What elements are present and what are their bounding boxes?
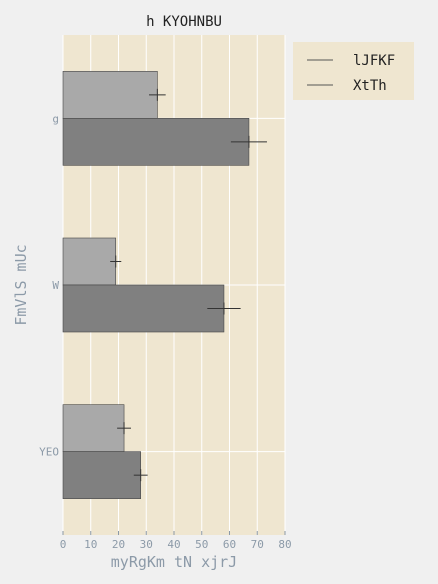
error-bars bbox=[110, 88, 267, 482]
y-tick-label: W bbox=[52, 279, 59, 292]
bar-XtTh-W bbox=[62, 284, 225, 333]
x-tick-label: 70 bbox=[251, 538, 264, 551]
x-tick-label: 40 bbox=[167, 538, 180, 551]
bar-lJFKF-g bbox=[62, 71, 158, 119]
x-axis-label: myRgKm tN xjrJ bbox=[111, 553, 237, 571]
x-tick-label: 10 bbox=[84, 538, 97, 551]
legend: lJFKF XtTh bbox=[293, 42, 414, 100]
x-ticks: 0 10 20 30 40 50 60 70 80 bbox=[60, 531, 292, 551]
legend-entry-series-0: lJFKF bbox=[353, 53, 395, 69]
x-tick-label: 0 bbox=[60, 538, 67, 551]
y-tick-label: YEO bbox=[39, 446, 59, 459]
x-tick-label: 50 bbox=[195, 538, 208, 551]
y-tick-label: g bbox=[52, 112, 59, 125]
bar-XtTh-YEO bbox=[62, 451, 141, 499]
bar-lJFKF-YEO bbox=[62, 404, 125, 452]
y-ticks: g W YEO bbox=[39, 112, 59, 458]
chart-title: h KYOHNBU bbox=[146, 14, 222, 30]
x-tick-label: 80 bbox=[278, 538, 291, 551]
x-tick-label: 30 bbox=[140, 538, 153, 551]
bar-lJFKF-W bbox=[62, 237, 117, 286]
bar-XtTh-g bbox=[62, 118, 250, 166]
legend-entry-series-1: XtTh bbox=[353, 78, 387, 94]
legend-box bbox=[293, 42, 414, 100]
x-tick-label: 60 bbox=[223, 538, 236, 551]
y-axis-label: FmVlS mUc bbox=[12, 244, 30, 325]
x-tick-label: 20 bbox=[112, 538, 125, 551]
